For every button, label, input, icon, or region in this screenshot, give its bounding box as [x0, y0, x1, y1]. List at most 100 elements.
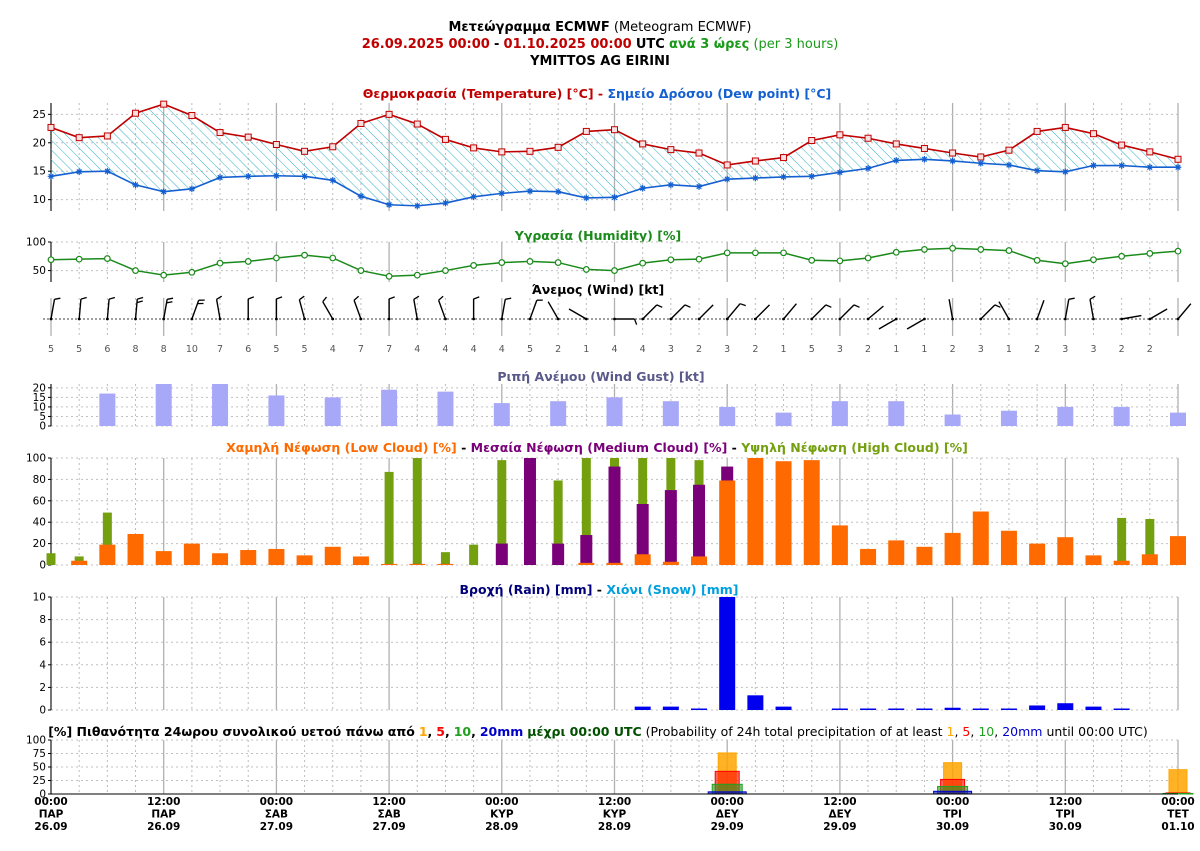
temperature-point — [132, 109, 140, 117]
high-cloud-bar — [412, 458, 422, 565]
wind-speed-label: 3 — [1090, 344, 1096, 355]
low-cloud-bar — [183, 543, 200, 565]
wind-barb-origin — [415, 317, 419, 321]
temperature-point — [1089, 130, 1097, 138]
prob-ecomma-3: , — [994, 724, 998, 739]
temperature-point — [216, 129, 224, 137]
wind-barb-origin — [753, 317, 757, 321]
humidity-point — [413, 271, 421, 279]
temperature-point — [1005, 146, 1013, 154]
gust-bar — [888, 401, 905, 426]
rain-bar — [1057, 703, 1074, 710]
low-cloud-bar — [634, 554, 651, 565]
temperature-point — [470, 144, 478, 152]
prob-t20: 20mm — [480, 724, 523, 739]
humidity-point — [780, 249, 787, 257]
dewpoint-point — [611, 194, 618, 201]
low-cloud-bar — [352, 556, 369, 565]
wind-speed-label: 4 — [471, 344, 477, 355]
temperature-point — [611, 126, 618, 134]
x-tick-label-time: 00:00 — [710, 796, 743, 808]
wind-speed-label: 7 — [386, 344, 392, 355]
probability-panel-title: [%] Πιθανότητα 24ωρου συνολικού υετού πά… — [48, 724, 1148, 739]
temperature-point — [441, 135, 449, 143]
wind-barb-feather — [80, 296, 87, 300]
temperature-point — [920, 144, 928, 152]
humidity-point — [977, 246, 985, 253]
temperature-point — [498, 148, 506, 156]
wind-barb-origin — [1148, 317, 1152, 321]
wind-barb-origin — [303, 317, 306, 321]
gust-ytick-label: 5 — [39, 411, 46, 423]
precip-ytick-label: 0 — [39, 705, 46, 717]
high-cloud-bar — [469, 544, 479, 565]
rain-bar — [944, 707, 961, 710]
temperature-point — [1174, 155, 1182, 163]
wind-barb-feather — [388, 296, 395, 300]
wind-title: Άνεμος (Wind) [kt] — [532, 282, 664, 297]
dewpoint-point — [808, 173, 816, 180]
wind-barb — [1177, 303, 1192, 320]
wind-speed-label: 2 — [950, 344, 956, 355]
x-tick-label-time: 12:00 — [147, 796, 180, 808]
humidity-point — [892, 248, 900, 256]
wind-barb-feather — [473, 296, 480, 300]
wind-barb-origin — [49, 317, 53, 321]
precip-ytick-label: 4 — [39, 659, 46, 671]
wind-speed-label: 8 — [133, 344, 139, 355]
rain-bar — [691, 708, 708, 710]
wind-barb — [1036, 299, 1045, 320]
x-tick-label-time: 00:00 — [1161, 796, 1194, 808]
dewpoint-point — [639, 184, 646, 192]
wind-barb-feather — [108, 296, 116, 300]
wind-barb — [754, 304, 771, 320]
temperature-point — [385, 110, 393, 118]
gust-title: Ριπή Ανέμου (Wind Gust) [kt] — [497, 369, 704, 384]
wind-speed-label: 5 — [48, 344, 54, 355]
wind-barb-feather — [825, 304, 832, 308]
x-tick-label-time: 00:00 — [485, 796, 518, 808]
dewpoint-point — [160, 188, 167, 195]
precip-panel-title: Βροχή (Rain) [mm] - Χιόνι (Snow) [mm] — [460, 582, 739, 597]
wind-speed-label: 2 — [1119, 344, 1125, 355]
dewpoint-point — [75, 168, 83, 176]
wind-barb — [670, 304, 686, 320]
wind-barb — [1121, 314, 1142, 320]
gust-bar — [606, 397, 623, 426]
temperature-point — [949, 149, 957, 157]
step-english: (per 3 hours) — [753, 37, 838, 52]
dewpoint-point — [1090, 162, 1097, 169]
wind-barb-feather — [739, 303, 746, 307]
dewpoint-point — [216, 174, 224, 181]
wind-speed-label: 3 — [668, 344, 674, 355]
dewpoint-point — [1146, 163, 1154, 171]
temperature-point — [244, 133, 252, 141]
wind-speed-label: 1 — [921, 344, 927, 355]
prob-ecomma-2: , — [970, 724, 974, 739]
wind-speed-label: 2 — [752, 344, 758, 355]
x-tick-label-day: ΚΥΡ — [490, 809, 514, 821]
humidity-point — [132, 267, 139, 274]
wind-barb — [547, 301, 559, 320]
rain-bar — [1029, 705, 1046, 710]
x-tick-label-time: 12:00 — [372, 796, 405, 808]
low-cloud-bar — [972, 511, 989, 565]
temperature-point — [1146, 148, 1154, 156]
wind-barb-feather — [994, 304, 1001, 308]
gust-bar — [324, 397, 341, 426]
medium-cloud-bar — [580, 535, 593, 565]
rain-bar — [662, 706, 679, 710]
x-tick-label-day: ΤΕΤ — [1167, 809, 1189, 821]
wind-barb — [1149, 308, 1168, 320]
x-tick-label-date: 29.09 — [823, 821, 856, 833]
humidity-point — [498, 259, 506, 266]
wind-barb — [726, 303, 741, 320]
wind-barb-origin — [894, 317, 898, 321]
humidity-point — [751, 249, 759, 257]
wind-barb-origin — [556, 317, 560, 321]
wind-barb-origin — [669, 317, 673, 321]
gust-bar — [437, 391, 454, 426]
humidity-point — [329, 254, 337, 262]
low-cloud-bar — [1141, 554, 1158, 565]
